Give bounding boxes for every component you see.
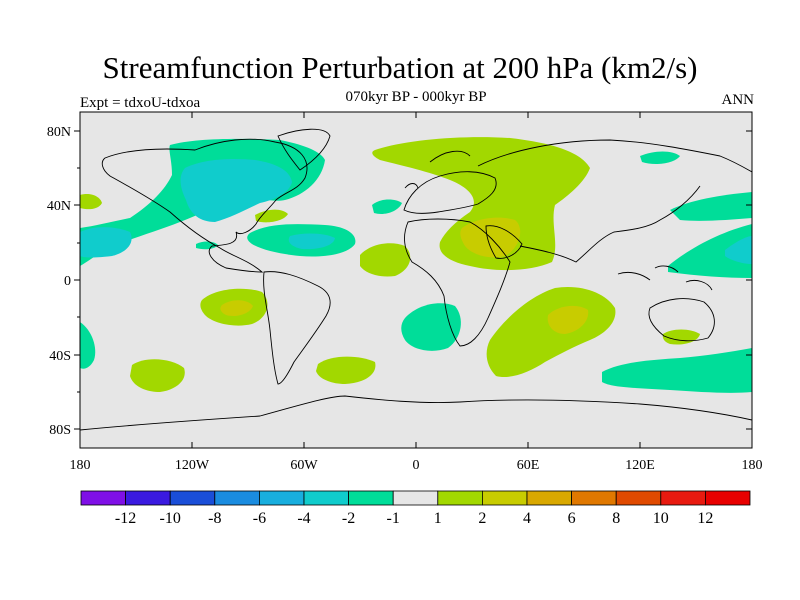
colorbar-box <box>348 490 394 506</box>
colorbar-level-label: 4 <box>523 510 531 527</box>
colorbar-labels: -12 -10 -8 -6 -4 -2 -1 1 2 4 6 8 10 12 <box>115 510 713 527</box>
coast-europe <box>403 171 497 214</box>
lat-tick-marks <box>74 130 752 430</box>
contour-left-edge-subtropic <box>80 193 102 210</box>
contour-north-america-inner <box>180 158 292 222</box>
colorbar-level-label: 6 <box>568 510 576 527</box>
colorbar-box <box>437 490 483 506</box>
lat-label-40s: 40S <box>49 349 71 364</box>
contour-atlantic-subtropic-inner <box>288 233 335 250</box>
colorbar-box <box>526 490 572 506</box>
experiment-label: Expt = tdxoU-tdxoa <box>80 95 201 111</box>
colorbar-level-label: 2 <box>478 510 486 527</box>
contour-southwest-edge <box>80 322 96 369</box>
colorbar-box <box>169 490 216 506</box>
contour-south-pacific-midlat <box>130 359 185 392</box>
lon-label-120w: 120W <box>175 458 210 473</box>
lat-label-80s: 80S <box>49 423 71 438</box>
contour-south-atlantic <box>401 303 461 351</box>
contour-north-pacific-tropics <box>80 227 132 258</box>
lat-label-eq: 0 <box>64 274 71 289</box>
colorbar-level-label: -6 <box>253 510 266 527</box>
figure-subtitle: 070kyr BP - 000kyr BP <box>345 89 487 105</box>
colorbar-box <box>303 490 349 506</box>
contour-south-pacific-inner <box>220 300 253 316</box>
contour-arctic-east <box>640 151 680 164</box>
coast-north-america <box>101 138 308 273</box>
lon-label-0: 0 <box>413 458 420 473</box>
contour-atlantic-tropic <box>360 243 411 277</box>
colorbar-level-label: -4 <box>297 510 310 527</box>
lon-label-180e: 180 <box>742 458 763 473</box>
lon-label-180w: 180 <box>70 458 91 473</box>
lon-tick-marks <box>191 112 641 448</box>
colorbar-level-label: -1 <box>387 510 400 527</box>
contour-us-east <box>255 209 288 223</box>
lat-label-40n: 40N <box>47 199 71 214</box>
lon-label-60w: 60W <box>290 458 318 473</box>
coast-africa <box>404 218 511 347</box>
coast-arabia <box>485 225 523 259</box>
colorbar-level-label: -8 <box>208 510 221 527</box>
contour-east-atlantic-small <box>372 199 402 214</box>
coast-indonesia <box>617 265 713 291</box>
colorbar-level-label: -12 <box>115 510 136 527</box>
colorbar-level-label: -10 <box>160 510 181 527</box>
colorbar-box <box>481 490 528 506</box>
colorbar-box <box>660 490 706 506</box>
contour-west-pacific-north <box>670 192 752 221</box>
coast-greenland <box>277 128 331 171</box>
contour-southern-ocean <box>602 348 752 393</box>
figure-title: Streamfunction Perturbation at 200 hPa (… <box>102 50 698 85</box>
contour-west-pacific-tropic-outer <box>668 224 752 278</box>
colorbar-box <box>705 490 751 506</box>
contour-indian-south-inner <box>547 305 589 334</box>
contour-europe-outer <box>372 137 590 271</box>
coast-australia <box>648 298 715 342</box>
colorbar <box>80 490 751 506</box>
colorbar-level-label: 10 <box>653 510 669 527</box>
colorbar-level-label: 12 <box>697 510 713 527</box>
colorbar-level-label: -2 <box>342 510 355 527</box>
colorbar-box <box>258 490 305 506</box>
lon-label-120e: 120E <box>625 458 655 473</box>
colorbar-box <box>214 490 260 506</box>
colorbar-box <box>392 490 439 506</box>
colorbar-box <box>125 490 171 506</box>
coast-south-america <box>263 271 331 385</box>
contour-west-pacific-tropic-inner <box>725 236 752 264</box>
coastlines <box>80 128 752 431</box>
coast-uk-scandinavia <box>404 150 471 189</box>
contour-south-atlantic-midlat <box>316 356 376 384</box>
lon-label-60e: 60E <box>517 458 540 473</box>
contour-fill-layer <box>80 137 752 393</box>
coast-antarctica <box>80 395 752 431</box>
colorbar-box <box>615 490 662 506</box>
season-label: ANN <box>721 92 755 108</box>
colorbar-box <box>80 490 126 506</box>
coast-asia <box>477 139 752 263</box>
lat-label-80n: 80N <box>47 125 71 140</box>
colorbar-level-label: 1 <box>434 510 442 527</box>
colorbar-box <box>571 490 617 506</box>
colorbar-level-label: 8 <box>612 510 620 527</box>
